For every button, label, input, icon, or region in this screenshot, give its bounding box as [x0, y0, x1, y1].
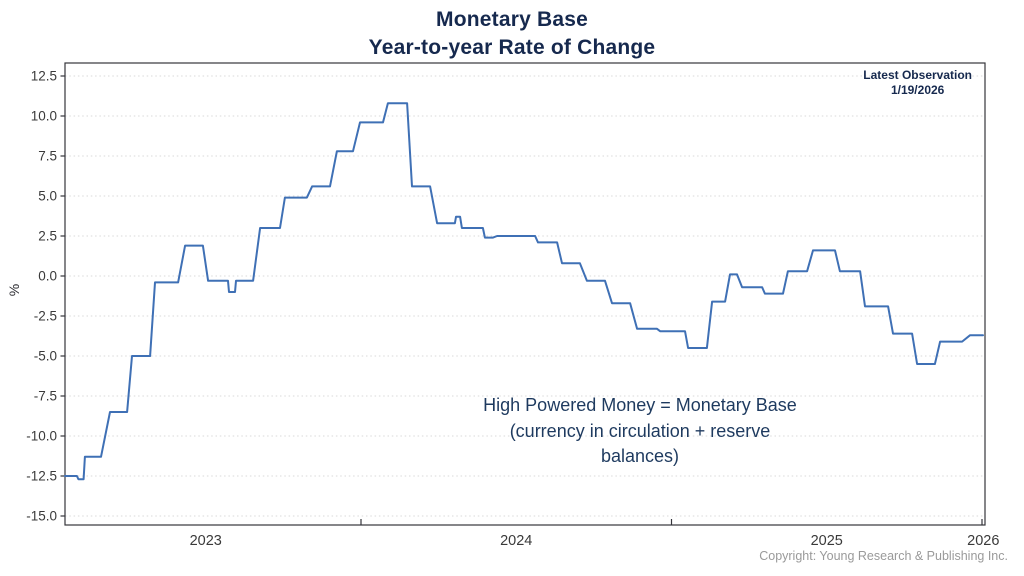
latest-observation-note: Latest Observation 1/19/2026 — [863, 68, 972, 98]
y-tick-label: -10.0 — [26, 429, 57, 444]
y-tick-label: 7.5 — [38, 149, 57, 164]
chart-title-block: Monetary Base Year-to-year Rate of Chang… — [0, 6, 1024, 62]
y-tick-label: 10.0 — [31, 109, 57, 124]
y-tick-label: -12.5 — [26, 469, 57, 484]
y-tick-label: 12.5 — [31, 69, 57, 84]
y-axis-label: % — [6, 283, 22, 297]
definition-annotation: High Powered Money = Monetary Base (curr… — [320, 393, 960, 470]
y-tick-label: -5.0 — [34, 349, 57, 364]
x-tick-label: 2026 — [967, 533, 999, 549]
y-tick-label: 5.0 — [38, 189, 57, 204]
x-tick-label: 2025 — [811, 533, 843, 549]
annotation-line1: High Powered Money = Monetary Base — [483, 395, 797, 415]
y-tick-label: -2.5 — [34, 309, 57, 324]
annotation-line3: balances) — [600, 446, 680, 466]
annotation-line2: (currency in circulation + reserve — [509, 420, 771, 441]
latest-observation-date: 1/19/2026 — [890, 83, 945, 97]
y-tick-label: -7.5 — [34, 389, 57, 404]
chart-title-line1: Monetary Base — [436, 8, 588, 31]
x-tick-label: 2023 — [190, 533, 222, 549]
monetary-base-line — [64, 102, 984, 481]
copyright-notice: Copyright: Young Research & Publishing I… — [759, 549, 1008, 563]
latest-observation-label: Latest Observation — [863, 68, 972, 82]
y-tick-label: 0.0 — [38, 269, 57, 284]
y-tick-label: 2.5 — [38, 229, 57, 244]
chart-title-line2: Year-to-year Rate of Change — [368, 36, 656, 59]
y-tick-label: -15.0 — [26, 509, 57, 524]
x-tick-label: 2024 — [500, 533, 532, 549]
plot-border — [64, 62, 986, 526]
